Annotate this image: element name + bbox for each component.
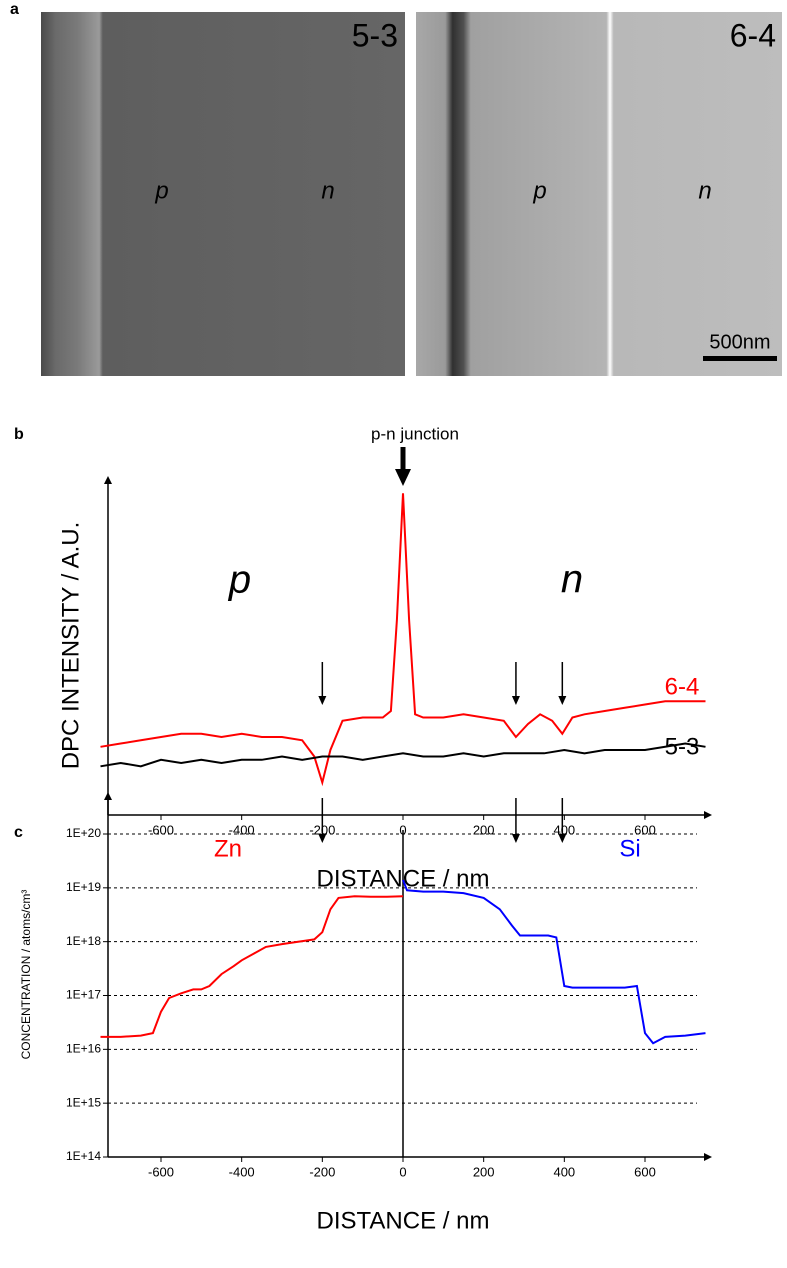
- region-label: p: [228, 558, 251, 602]
- data-line: [100, 493, 706, 787]
- junction-arrow-head: [395, 469, 411, 486]
- x-tick-label: 0: [399, 822, 406, 837]
- arrow-head: [318, 834, 327, 843]
- arrow-head: [318, 696, 327, 705]
- image-label: 5-3: [352, 17, 398, 53]
- micrograph: [41, 12, 405, 376]
- arrow-head: [511, 834, 520, 843]
- x-tick-label: -200: [309, 1164, 335, 1179]
- y-tick-label: 1E+15: [66, 1095, 101, 1109]
- panel-label: c: [14, 824, 23, 841]
- series-label: Si: [619, 835, 640, 862]
- series-label: 6-4: [665, 673, 700, 700]
- x-tick-label: -400: [229, 1164, 255, 1179]
- y-tick-label: 1E+20: [66, 826, 101, 840]
- arrow-head: [558, 696, 567, 705]
- region-label: n: [561, 558, 583, 602]
- arrow-head: [511, 696, 520, 705]
- y-tick-label: 1E+16: [66, 1042, 101, 1056]
- x-tick-label: -600: [148, 1164, 174, 1179]
- region-label: n: [321, 177, 334, 204]
- scale-bar-label: 500nm: [709, 331, 770, 353]
- axis-arrow: [104, 476, 112, 484]
- series-label: Zn: [214, 835, 242, 862]
- region-label: p: [532, 177, 546, 204]
- y-tick-label: 1E+19: [66, 880, 101, 894]
- series-label: 5-3: [665, 733, 700, 760]
- region-label: n: [698, 177, 711, 204]
- y-axis-title: DPC INTENSITY / A.U.: [57, 522, 84, 770]
- data-line: [100, 895, 404, 1038]
- x-axis-title: DISTANCE / nm: [317, 1207, 490, 1234]
- x-tick-label: 400: [553, 1164, 575, 1179]
- x-tick-label: 0: [399, 1164, 406, 1179]
- y-tick-label: 1E+14: [66, 1149, 101, 1163]
- panel-label: a: [10, 1, 19, 18]
- arrow-head: [558, 834, 567, 843]
- x-tick-label: -600: [148, 822, 174, 837]
- axis-arrow: [704, 811, 712, 819]
- axis-arrow: [104, 792, 112, 800]
- x-tick-label: 200: [473, 1164, 495, 1179]
- micrograph: [416, 12, 782, 376]
- y-tick-label: 1E+18: [66, 934, 101, 948]
- region-label: p: [154, 177, 168, 204]
- y-tick-label: 1E+17: [66, 988, 101, 1002]
- x-tick-label: 600: [634, 1164, 656, 1179]
- x-tick-label: 200: [473, 822, 495, 837]
- data-line: [100, 742, 706, 768]
- panel-label: b: [14, 426, 24, 443]
- data-line: [402, 879, 706, 1045]
- scale-bar: [703, 356, 777, 361]
- junction-arrow: [400, 447, 406, 471]
- annotation: p-n junction: [371, 424, 459, 443]
- axis-arrow: [704, 1153, 712, 1161]
- image-label: 6-4: [730, 17, 776, 53]
- y-axis-title: CONCENTRATION / atoms/cm³: [19, 890, 33, 1060]
